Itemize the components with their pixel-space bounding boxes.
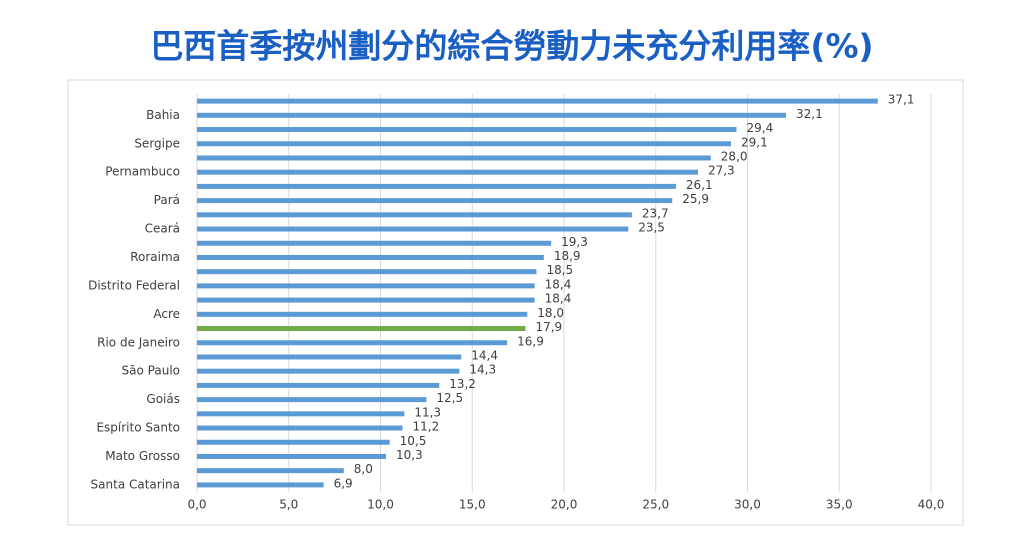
value-label: 37,1 (888, 93, 915, 107)
bar (197, 254, 544, 260)
value-label: 19,3 (561, 235, 588, 249)
bar (197, 411, 405, 417)
bar (197, 240, 552, 246)
bar (197, 141, 731, 147)
value-label: 25,9 (682, 192, 709, 206)
x-tick-label: 10,0 (367, 498, 394, 512)
y-tick-label: São Paulo (122, 364, 180, 378)
value-label: 14,3 (469, 363, 496, 377)
bar (197, 382, 440, 388)
y-tick-label: Acre (153, 307, 180, 321)
bar (197, 425, 403, 431)
bar (197, 183, 676, 189)
bar (197, 127, 737, 133)
value-label: 27,3 (708, 164, 735, 178)
x-tick-label: 25,0 (642, 498, 669, 512)
bar (197, 198, 673, 204)
bar (197, 297, 535, 303)
value-label: 10,5 (400, 434, 427, 448)
x-tick-label: 35,0 (826, 498, 853, 512)
bar (197, 326, 526, 332)
value-label: 29,1 (741, 135, 768, 149)
value-label: 18,4 (545, 292, 572, 306)
x-tick-label: 20,0 (551, 498, 578, 512)
value-label: 11,3 (414, 405, 441, 419)
y-tick-label: Pará (154, 193, 180, 207)
value-label: 18,5 (546, 263, 573, 277)
bar (197, 212, 632, 218)
y-tick-label: Goiás (146, 392, 180, 406)
bar (197, 368, 460, 374)
x-tick-label: 5,0 (279, 498, 298, 512)
value-label: 8,0 (354, 462, 373, 476)
value-label: 16,9 (517, 334, 544, 348)
value-label: 28,0 (721, 149, 748, 163)
bar (197, 482, 324, 488)
value-label: 18,9 (554, 249, 581, 263)
bar (197, 269, 537, 275)
bar (197, 311, 528, 317)
bar (197, 354, 462, 360)
bar (197, 340, 508, 346)
value-label: 23,7 (642, 206, 669, 220)
bar (197, 226, 629, 232)
value-label: 26,1 (686, 178, 713, 192)
bar (197, 468, 344, 474)
value-label: 17,9 (535, 320, 562, 334)
bar (197, 397, 427, 403)
bar (197, 155, 711, 161)
bar (197, 169, 698, 175)
y-tick-label: Mato Grosso (105, 449, 180, 463)
bar (197, 112, 787, 118)
x-tick-label: 0,0 (187, 498, 206, 512)
value-label: 13,2 (449, 377, 476, 391)
bar (197, 439, 390, 445)
y-tick-label: Sergipe (134, 136, 180, 150)
value-label: 18,4 (545, 277, 572, 291)
chart-frame (67, 79, 964, 526)
value-label: 12,5 (436, 391, 463, 405)
x-tick-label: 40,0 (918, 498, 945, 512)
bar (197, 283, 535, 289)
y-tick-label: Ceará (145, 222, 180, 236)
y-tick-label: Santa Catarina (91, 477, 180, 491)
y-tick-label: Bahia (146, 108, 180, 122)
value-label: 32,1 (796, 107, 823, 121)
value-label: 18,0 (537, 306, 564, 320)
bar (197, 453, 387, 459)
chart-title: 巴西首季按州劃分的綜合勞動力未充分利用率(%) (150, 27, 873, 66)
value-label: 14,4 (471, 348, 498, 362)
y-tick-label: Roraima (130, 250, 180, 264)
value-label: 10,3 (396, 448, 423, 462)
y-tick-label: Pernambuco (105, 165, 180, 179)
y-tick-label: Espírito Santo (96, 421, 180, 435)
x-tick-label: 15,0 (459, 498, 486, 512)
y-tick-label: Rio de Janeiro (97, 335, 180, 349)
value-label: 23,5 (638, 221, 665, 235)
x-tick-label: 30,0 (734, 498, 761, 512)
value-label: 29,4 (746, 121, 773, 135)
bar (197, 98, 878, 104)
value-label: 6,9 (334, 476, 353, 490)
value-label: 11,2 (413, 420, 440, 434)
y-tick-label: Distrito Federal (88, 278, 180, 292)
